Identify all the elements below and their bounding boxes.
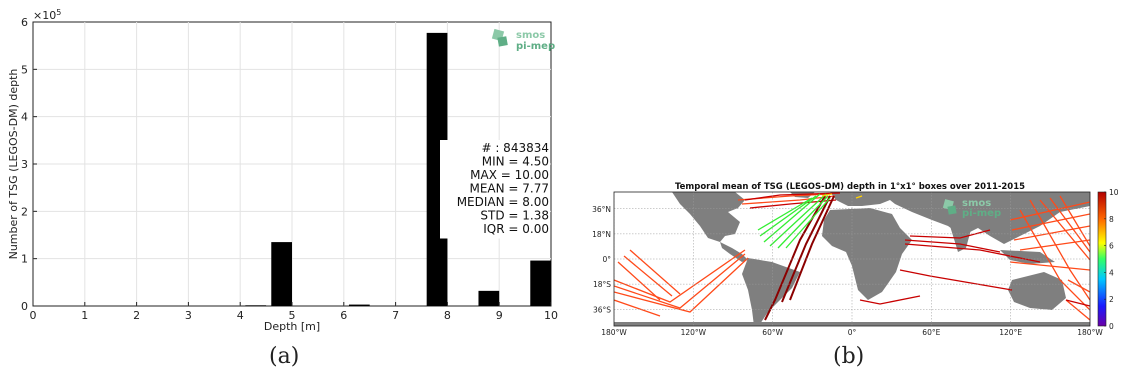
lon-tick-label: 120°W: [681, 328, 707, 337]
x-tick-label: 8: [444, 309, 451, 322]
y-tick-label: 6: [21, 16, 28, 29]
y-tick-label: 0: [21, 300, 28, 313]
colorbar-tick-label: 4: [1109, 268, 1114, 277]
histogram-panel: 0 1 2 3 4 5 6 7 8 9 10 0 1 2 3 4 5 6 ×105 Depth [m] Numb…: [7, 8, 558, 333]
lon-tick-label: 60°W: [762, 328, 783, 337]
map-grid: [614, 192, 1090, 326]
lon-tick-label: 180°W: [601, 328, 627, 337]
north-america: [672, 192, 745, 242]
histogram-bar: [478, 290, 500, 306]
x-tick-label: 9: [496, 309, 503, 322]
y-tick-label: 4: [21, 111, 28, 124]
lat-tick-label: 18°S: [593, 280, 611, 289]
africa: [822, 208, 912, 300]
x-tick-label: 5: [289, 309, 296, 322]
map-logo: smos pi-mep: [942, 198, 1001, 219]
lon-tick-label: 180°W: [1077, 328, 1103, 337]
caption-a: (a): [269, 344, 300, 369]
europe: [830, 192, 900, 206]
map-lat-ticks: 36°N 18°N 0° 18°S 36°S: [592, 205, 611, 315]
y-tick-label: 2: [21, 205, 28, 218]
tracks-orange: [614, 193, 1090, 321]
map-content: [614, 192, 1090, 326]
colorbar: [1097, 191, 1107, 327]
y-multiplier: ×105: [33, 8, 61, 22]
colorbar-ticks: 0 2 4 6 8 10: [1104, 188, 1119, 331]
lon-tick-label: 0°: [848, 328, 857, 337]
stat-line: STD = 1.38: [480, 209, 549, 223]
histogram-bar: [348, 304, 370, 306]
lat-tick-label: 36°N: [592, 205, 611, 214]
colorbar-tick-label: 0: [1109, 322, 1114, 331]
y-tick-label: 5: [21, 63, 28, 76]
x-tick-label: 7: [392, 309, 399, 322]
histogram-bar: [245, 305, 267, 307]
map-logo-line2: pi-mep: [962, 208, 1001, 219]
histogram-bar: [530, 260, 551, 306]
stat-line: MAX = 10.00: [470, 168, 549, 182]
colorbar-tick-label: 6: [1109, 242, 1114, 251]
x-tick-label: 1: [81, 309, 88, 322]
asia: [880, 192, 1090, 244]
x-tick-label: 0: [30, 309, 37, 322]
colorbar-tick-label: 8: [1109, 215, 1114, 224]
histogram-x-ticks: 0 1 2 3 4 5 6 7 8 9 10: [30, 302, 558, 322]
y-tick-label: 3: [21, 158, 28, 171]
stats-background: [440, 140, 550, 239]
lat-tick-label: 0°: [602, 255, 611, 264]
lat-tick-label: 36°S: [593, 305, 611, 314]
logo-line1: smos: [516, 30, 545, 41]
histogram-y-ticks: 0 1 2 3 4 5 6: [21, 16, 37, 313]
stat-line: MEAN = 7.77: [469, 182, 549, 196]
lon-tick-label: 60°E: [922, 328, 940, 337]
caption-b: (b): [833, 344, 865, 369]
tracks-yellow: [821, 193, 863, 199]
tracks-red: [744, 192, 1090, 307]
map-logo-mark-icon-2: [947, 205, 957, 215]
map-lon-ticks: 180°W 120°W 60°W 0° 60°E 120°E 180°W: [601, 328, 1103, 337]
y-axis-label: Number of TSG (LEGOS-DM) depth: [7, 69, 20, 260]
stat-line: # : 843834: [481, 141, 549, 155]
tsg-tracks: [614, 192, 1090, 321]
x-tick-label: 3: [185, 309, 192, 322]
smos-logo: smos pi-mep: [491, 28, 555, 52]
colorbar-tick-label: 2: [1109, 295, 1114, 304]
australia: [1008, 272, 1066, 310]
logo-line2: pi-mep: [516, 41, 555, 52]
indonesia: [1000, 250, 1055, 264]
stat-line: IQR = 0.00: [483, 222, 549, 236]
logo-mark-icon-2: [497, 36, 508, 47]
map-frame: [613, 191, 1091, 327]
map-panel: Temporal mean of TSG (LEGOS-DM) depth in…: [592, 182, 1119, 337]
histogram-bars: [245, 32, 551, 307]
map-title: Temporal mean of TSG (LEGOS-DM) depth in…: [675, 182, 1025, 192]
map-logo-line1: smos: [962, 198, 991, 209]
x-tick-label: 6: [340, 309, 347, 322]
colorbar-tick-label: 10: [1109, 188, 1119, 197]
histogram-bar: [271, 242, 292, 306]
y-tick-label: 1: [21, 253, 28, 266]
lat-tick-label: 18°N: [592, 230, 611, 239]
lon-tick-label: 120°E: [999, 328, 1022, 337]
x-tick-label: 10: [544, 309, 558, 322]
x-tick-label: 2: [133, 309, 140, 322]
x-axis-label: Depth [m]: [264, 320, 320, 333]
stat-line: MEDIAN = 8.00: [457, 195, 549, 209]
x-tick-label: 4: [237, 309, 244, 322]
stat-line: MIN = 4.50: [482, 155, 549, 169]
